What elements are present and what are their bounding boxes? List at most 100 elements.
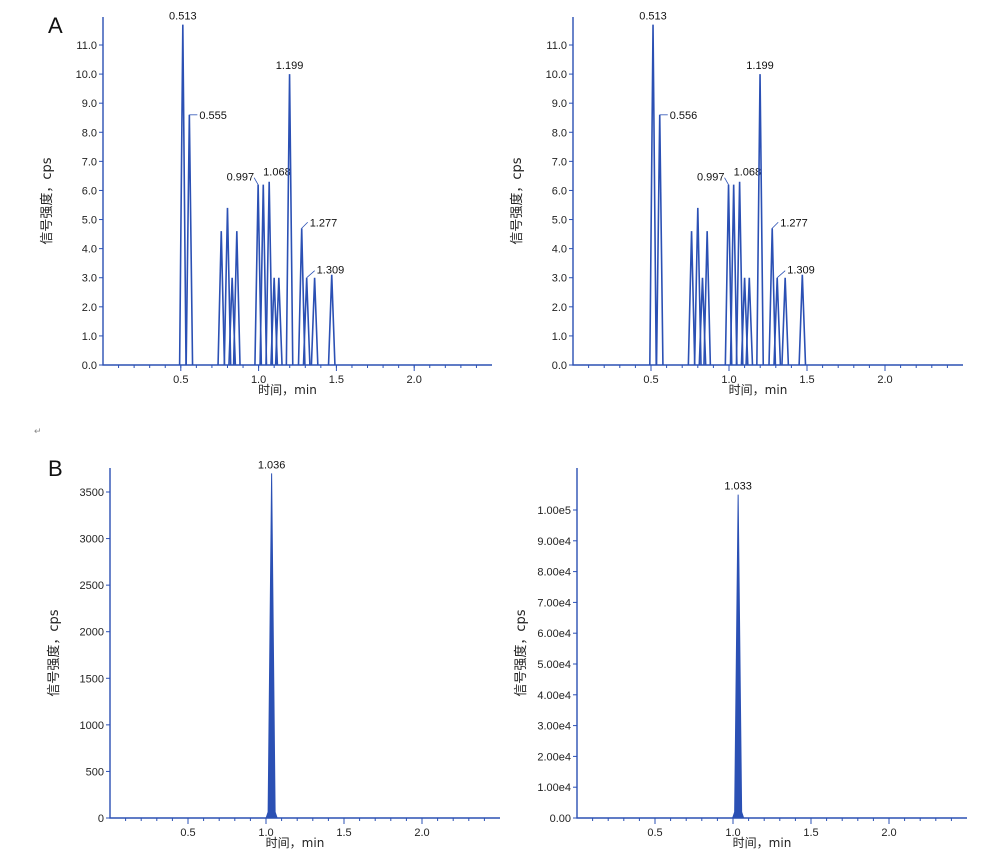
y-tick-label: 10.0 bbox=[76, 69, 97, 81]
x-tick-label: 2.0 bbox=[877, 374, 892, 386]
y-tick-label: 11.0 bbox=[76, 40, 97, 52]
peak bbox=[178, 24, 187, 366]
charts-layer: 0.0 1.0 2.0 3.0 4.0 5.0 6.0 7.0 8.0 9.0 10.0 11.0 0.… bbox=[39, 11, 967, 850]
y-tick-label: 8.00e4 bbox=[537, 567, 571, 579]
y-tick-label: 0 bbox=[98, 813, 104, 825]
peak bbox=[223, 207, 232, 366]
peak bbox=[798, 274, 807, 366]
peak bbox=[693, 207, 702, 366]
y-tick-label: 3.00e4 bbox=[537, 721, 571, 733]
y-tick-label: 0.0 bbox=[552, 360, 567, 372]
x-tick-label: 0.5 bbox=[643, 374, 658, 386]
peak bbox=[327, 274, 336, 366]
peak-label: 0.513 bbox=[639, 11, 667, 23]
y-axis-label: 信号强度，cps bbox=[513, 609, 529, 696]
peak bbox=[265, 181, 274, 366]
peak-label: 1.033 bbox=[724, 481, 752, 493]
peak-label: 1.277 bbox=[310, 217, 338, 229]
x-tick-label: 1.0 bbox=[258, 827, 273, 839]
y-tick-label: 1.00e5 bbox=[537, 505, 571, 517]
y-tick-label: 1.0 bbox=[82, 331, 97, 343]
y-tick-label: 10.0 bbox=[546, 69, 567, 81]
y-tick-label: 5.00e4 bbox=[537, 659, 571, 671]
y-tick-label: 3500 bbox=[80, 487, 104, 499]
x-axis-label: 时间，min bbox=[733, 836, 792, 850]
x-tick-label: 1.0 bbox=[251, 374, 266, 386]
peak-label: 0.997 bbox=[227, 172, 255, 184]
peak bbox=[735, 181, 744, 366]
y-tick-label: 7.0 bbox=[552, 156, 567, 168]
chart-2: 0.0 1.0 2.0 3.0 4.0 5.0 6.0 7.0 8.0 9.0 10.0 11.0 0.… bbox=[509, 11, 963, 397]
peak-label: 1.309 bbox=[787, 265, 815, 277]
peak-label: 0.556 bbox=[670, 110, 698, 122]
peak-label: 0.555 bbox=[199, 110, 227, 122]
y-tick-label: 9.00e4 bbox=[537, 536, 571, 548]
x-tick-label: 0.5 bbox=[647, 827, 662, 839]
y-tick-label: 0.0 bbox=[82, 360, 97, 372]
peak bbox=[265, 473, 278, 819]
y-tick-label: 7.00e4 bbox=[537, 597, 571, 609]
peak-label: 1.199 bbox=[276, 60, 304, 72]
x-tick-label: 2.0 bbox=[407, 374, 422, 386]
panel-label-b: B bbox=[48, 456, 63, 481]
peak bbox=[703, 231, 712, 366]
peak bbox=[756, 74, 765, 366]
label-leader bbox=[776, 270, 786, 279]
label-leader bbox=[301, 221, 308, 229]
peak-label: 1.277 bbox=[780, 217, 808, 229]
y-tick-label: 6.0 bbox=[82, 185, 97, 197]
peak bbox=[185, 114, 194, 366]
y-tick-label: 1.00e4 bbox=[537, 782, 571, 794]
x-tick-label: 1.5 bbox=[329, 374, 344, 386]
x-tick-label: 1.0 bbox=[725, 827, 740, 839]
peak bbox=[687, 231, 696, 366]
panel-label-a: A bbox=[48, 13, 63, 38]
peak-label: 1.309 bbox=[317, 265, 345, 277]
y-tick-label: 3.0 bbox=[82, 273, 97, 285]
x-axis-label: 时间，min bbox=[258, 383, 317, 397]
x-tick-label: 0.5 bbox=[180, 827, 195, 839]
y-tick-label: 1000 bbox=[80, 720, 104, 732]
y-tick-label: 500 bbox=[86, 766, 104, 778]
peak bbox=[217, 231, 226, 366]
peak-label: 1.068 bbox=[734, 167, 762, 179]
y-axis-label: 信号强度，cps bbox=[509, 157, 525, 244]
peak-label: 0.997 bbox=[697, 172, 725, 184]
y-tick-label: 6.00e4 bbox=[537, 628, 571, 640]
peak bbox=[285, 74, 294, 366]
y-tick-label: 6.0 bbox=[552, 185, 567, 197]
peak bbox=[729, 184, 738, 366]
peak bbox=[655, 114, 664, 366]
y-tick-label: 4.00e4 bbox=[537, 690, 571, 702]
x-axis-label: 时间，min bbox=[266, 836, 325, 850]
x-tick-label: 0.5 bbox=[173, 374, 188, 386]
y-tick-label: 7.0 bbox=[82, 156, 97, 168]
peak bbox=[302, 277, 311, 366]
peak bbox=[310, 277, 319, 366]
peak bbox=[731, 494, 745, 819]
chart-1: 0.0 1.0 2.0 3.0 4.0 5.0 6.0 7.0 8.0 9.0 10.0 11.0 0.… bbox=[39, 11, 492, 397]
y-tick-label: 0.00 bbox=[550, 813, 571, 825]
y-tick-label: 2.00e4 bbox=[537, 751, 571, 763]
chart-3: 0 500 1000 1500 2000 2500 3000 3500 0.5 1.0 1.5 2.0… bbox=[46, 459, 500, 850]
peak bbox=[773, 277, 782, 366]
stray-mark: ↵ bbox=[34, 426, 42, 436]
y-tick-label: 11.0 bbox=[546, 40, 567, 52]
y-axis-label: 信号强度，cps bbox=[39, 157, 55, 244]
y-tick-label: 9.0 bbox=[82, 98, 97, 110]
y-tick-label: 1.0 bbox=[552, 331, 567, 343]
y-tick-label: 4.0 bbox=[82, 244, 97, 256]
y-tick-label: 2.0 bbox=[552, 302, 567, 314]
x-tick-label: 1.5 bbox=[336, 827, 351, 839]
y-tick-label: 3000 bbox=[80, 534, 104, 546]
x-tick-label: 1.0 bbox=[721, 374, 736, 386]
y-tick-label: 1500 bbox=[80, 673, 104, 685]
y-tick-label: 4.0 bbox=[552, 244, 567, 256]
y-tick-label: 3.0 bbox=[552, 273, 567, 285]
label-leader bbox=[306, 270, 315, 279]
y-tick-label: 2000 bbox=[80, 627, 104, 639]
x-tick-label: 2.0 bbox=[881, 827, 896, 839]
label-leader bbox=[253, 177, 259, 185]
x-tick-label: 2.0 bbox=[414, 827, 429, 839]
